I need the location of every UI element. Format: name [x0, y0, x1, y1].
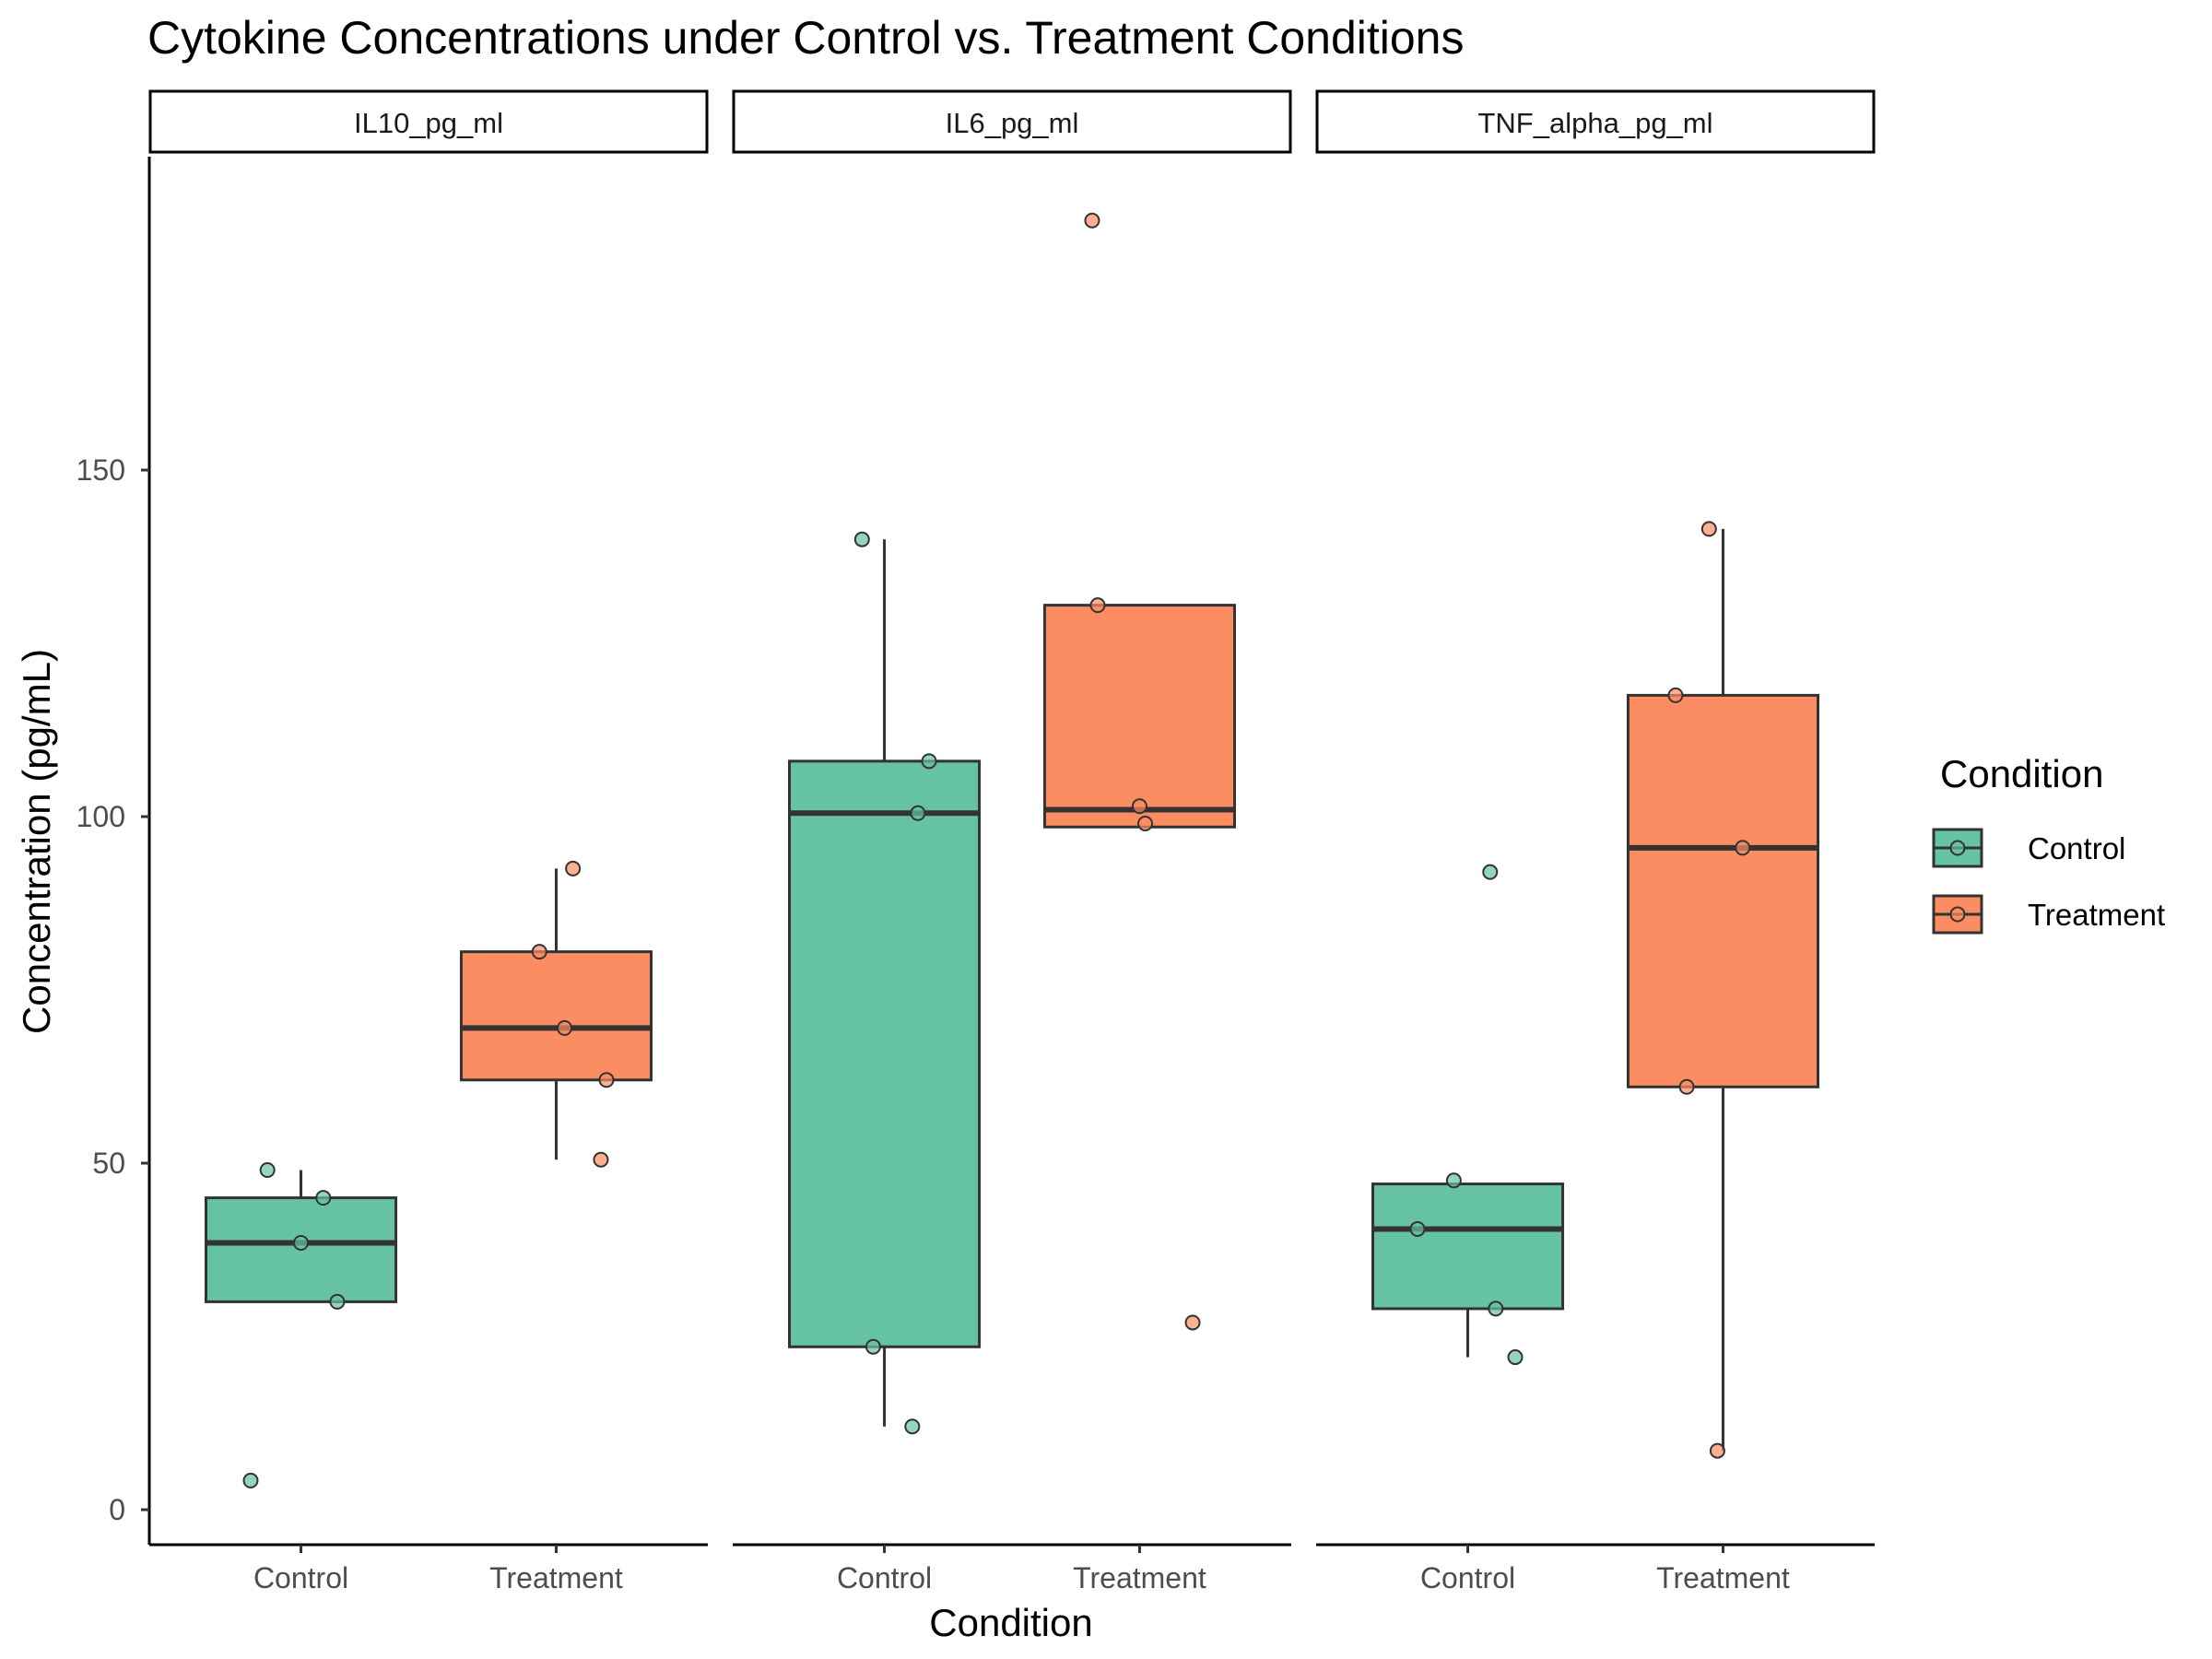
data-point-control: [315, 1190, 332, 1206]
data-point-control: [1507, 1349, 1524, 1366]
x-tick-label-treatment: Treatment: [1073, 1561, 1206, 1594]
data-point-control: [904, 1418, 921, 1435]
data-point-treatment: [531, 944, 547, 960]
facet-strip-box: [732, 89, 1292, 154]
x-tick-label-control: Control: [837, 1561, 932, 1594]
legend-title: Condition: [1940, 752, 2103, 795]
y-tick-label-50: 50: [92, 1147, 125, 1180]
facet-panel-IL6_pg_ml: IL6_pg_ml Control Treatment: [732, 89, 1292, 1594]
y-axis-title: Concentration (pg/mL): [15, 649, 58, 1034]
box-control: [788, 759, 982, 1348]
data-point-treatment: [1667, 687, 1684, 703]
data-point-control: [259, 1162, 276, 1179]
data-point-treatment: [1084, 212, 1100, 229]
box-control: [1371, 1182, 1565, 1311]
facet-panels: IL10_pg_ml Control Treatment IL6_pg_ml Contr…: [141, 89, 1876, 1594]
data-point-treatment: [557, 1019, 573, 1036]
x-axis-title: Condition: [929, 1601, 1092, 1644]
facet-strip-label: IL6_pg_ml: [946, 107, 1079, 139]
data-point-control: [329, 1293, 346, 1310]
facet-panel-IL10_pg_ml: IL10_pg_ml Control Treatment: [141, 89, 709, 1594]
legend-key-point: [1949, 906, 1966, 923]
data-point-treatment: [598, 1072, 615, 1088]
data-point-treatment: [1184, 1314, 1201, 1331]
box-treatment: [1042, 604, 1236, 829]
data-point-treatment: [1678, 1078, 1695, 1095]
legend-label-control: Control: [2028, 831, 2125, 865]
chart-title: Cytokine Concentrations under Control vs…: [147, 12, 1465, 64]
data-point-treatment: [1089, 597, 1106, 614]
data-point-control: [1445, 1172, 1462, 1189]
box-treatment: [1626, 693, 1819, 1088]
data-point-control: [293, 1234, 310, 1251]
facet-panel-TNF_alpha_pg_ml: TNF_alpha_pg_ml Control Treatment: [1315, 89, 1876, 1594]
x-tick-label-control: Control: [1420, 1561, 1515, 1594]
data-point-treatment: [1137, 816, 1154, 832]
facet-strip-box: [1315, 89, 1876, 154]
data-point-control: [1488, 1300, 1504, 1317]
data-point-control: [921, 753, 937, 770]
y-tick-label-100: 100: [76, 800, 125, 833]
legend-item-treatment: Treatment: [1932, 894, 2165, 935]
facet-strip-label: TNF_alpha_pg_ml: [1477, 107, 1712, 139]
data-point-control: [1409, 1220, 1426, 1237]
legend-item-control: Control: [1932, 828, 2125, 868]
x-tick-label-treatment: Treatment: [489, 1561, 623, 1594]
data-point-treatment: [565, 860, 582, 877]
facet-strip-box: [148, 89, 709, 154]
x-tick-label-control: Control: [253, 1561, 348, 1594]
data-point-treatment: [1709, 1442, 1725, 1459]
y-tick-label-150: 150: [76, 453, 125, 487]
data-point-control: [910, 805, 926, 821]
data-point-control: [242, 1472, 259, 1488]
data-point-control: [853, 531, 870, 547]
legend: Condition Control Treatment: [1932, 752, 2165, 935]
legend-key-point: [1949, 840, 1966, 856]
y-tick-label-0: 0: [109, 1493, 125, 1526]
data-point-treatment: [1735, 840, 1751, 856]
data-point-treatment: [1131, 798, 1147, 815]
box-treatment: [459, 950, 653, 1082]
x-tick-label-treatment: Treatment: [1656, 1561, 1790, 1594]
facet-strip-label: IL10_pg_ml: [354, 107, 503, 139]
legend-label-treatment: Treatment: [2028, 898, 2165, 932]
data-point-treatment: [1700, 521, 1717, 537]
data-point-treatment: [593, 1151, 609, 1168]
data-point-control: [1482, 864, 1499, 880]
data-point-control: [865, 1338, 881, 1355]
